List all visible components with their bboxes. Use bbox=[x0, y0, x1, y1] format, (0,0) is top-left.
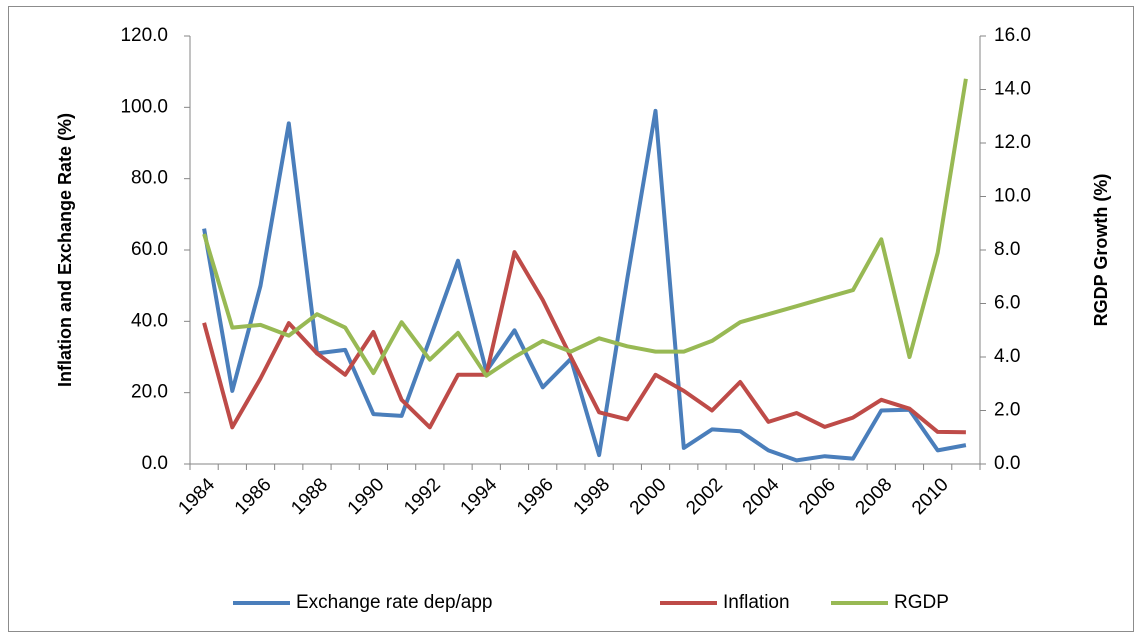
y-tick-label: 0.0 bbox=[142, 453, 168, 474]
series-line bbox=[202, 250, 966, 435]
y2-tick-label: 2.0 bbox=[994, 400, 1020, 421]
y2-tick-label: 4.0 bbox=[994, 346, 1020, 367]
y2-tick-label: 14.0 bbox=[994, 79, 1031, 100]
y2-tick-label: 10.0 bbox=[994, 186, 1031, 207]
series-line bbox=[202, 78, 968, 378]
y2-axis-title: RGDP Growth (%) bbox=[1091, 174, 1111, 327]
y-tick-label: 80.0 bbox=[131, 168, 168, 189]
legend-label: RGDP bbox=[894, 592, 949, 613]
y-tick-label: 60.0 bbox=[131, 239, 168, 260]
y2-tick-label: 8.0 bbox=[994, 239, 1020, 260]
y-tick-label: 20.0 bbox=[131, 382, 168, 403]
y2-tick-label: 12.0 bbox=[994, 132, 1031, 153]
y2-tick-label: 0.0 bbox=[994, 453, 1020, 474]
y-tick-label: 100.0 bbox=[120, 96, 168, 117]
y2-tick-label: 6.0 bbox=[994, 293, 1020, 314]
y-tick-label: 120.0 bbox=[120, 25, 168, 46]
series-line bbox=[202, 108, 967, 463]
y-axis-title: Inflation and Exchange Rate (%) bbox=[55, 113, 75, 387]
y-tick-label: 40.0 bbox=[131, 310, 168, 331]
y2-tick-label: 16.0 bbox=[994, 25, 1031, 46]
chart-border bbox=[8, 6, 1134, 632]
legend-label: Inflation bbox=[723, 592, 790, 613]
legend-label: Exchange rate dep/app bbox=[296, 592, 493, 613]
